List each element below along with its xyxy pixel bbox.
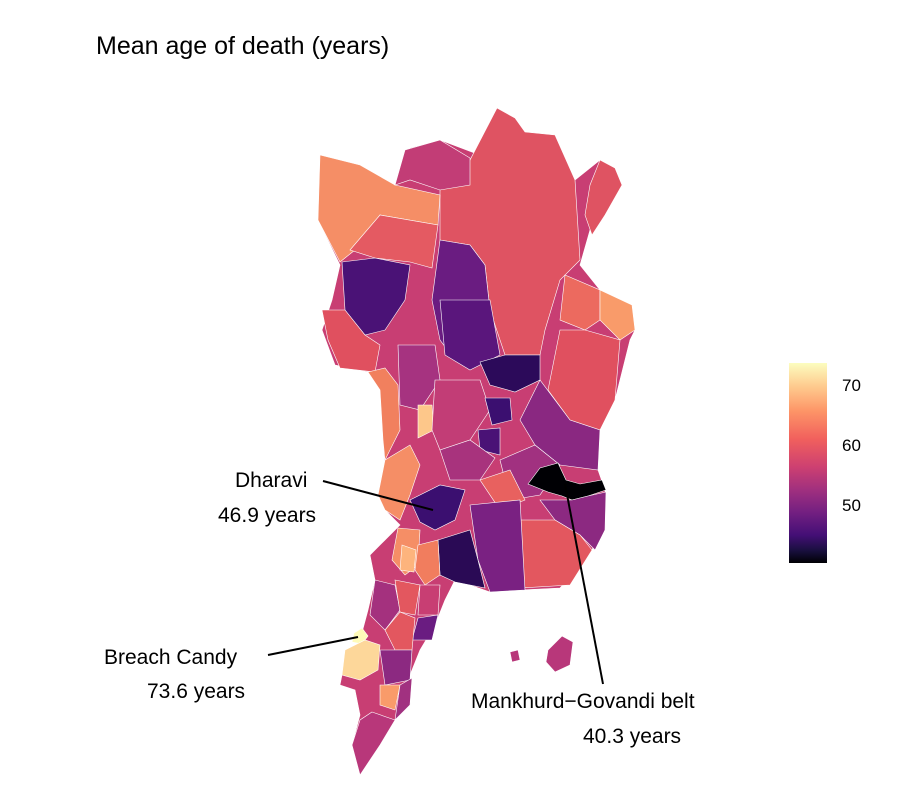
region-mankhurd-govandi — [527, 462, 607, 501]
region-dahisar — [394, 139, 471, 191]
region-kurla — [484, 397, 513, 426]
region-mulund-east — [599, 289, 636, 341]
region-north-east-spur — [584, 159, 623, 236]
region-fort — [394, 677, 413, 721]
region-byculla — [417, 584, 441, 616]
region-andheri — [397, 344, 441, 411]
legend-tick-70: 70 — [842, 376, 861, 395]
legend-tick-50: 50 — [842, 496, 861, 515]
region-mazgaon — [411, 614, 439, 641]
region-colaba — [351, 711, 396, 776]
region-kalina — [439, 439, 496, 481]
region-grant-road — [384, 611, 416, 651]
breach-candy-value-label: 73.6 years — [147, 680, 246, 703]
region-worli-pale — [399, 544, 417, 573]
mankhurd-govandi-value-label: 40.3 years — [583, 725, 682, 748]
region-malabar-hill — [341, 639, 381, 681]
region-girgaon — [379, 649, 413, 686]
chart-title: Mean age of death (years) — [96, 32, 390, 60]
mankhurd-govandi-label: Mankhurd−Govandi belt — [471, 690, 695, 713]
region-tardeo — [369, 579, 401, 631]
legend-tick-60: 60 — [842, 436, 861, 455]
region-dharavi — [409, 484, 466, 531]
region-lower-parel — [394, 579, 421, 616]
region-madh — [321, 309, 381, 373]
region-wadala — [469, 499, 526, 593]
mankhurd-leader-line — [564, 483, 604, 685]
dharavi-label: Dharavi — [235, 469, 308, 492]
region-elephanta-island — [545, 635, 574, 673]
region-kurla-south — [477, 427, 501, 456]
region-bhandup — [547, 329, 621, 431]
region-andheri-west — [367, 367, 401, 462]
legend-colorbar — [789, 363, 827, 563]
region-sion — [479, 469, 526, 511]
region-marine-lines — [379, 684, 401, 711]
region-mulund — [559, 274, 601, 331]
region-parel — [414, 539, 441, 586]
region-ghatkopar — [519, 379, 601, 471]
dharavi-value-label: 46.9 years — [218, 504, 317, 527]
dharavi-leader-line — [322, 480, 434, 511]
breach-candy-label: Breach Candy — [104, 646, 238, 669]
region-islet — [509, 649, 521, 663]
region-bandra — [377, 444, 421, 521]
breach-candy-leader-line — [267, 636, 359, 656]
